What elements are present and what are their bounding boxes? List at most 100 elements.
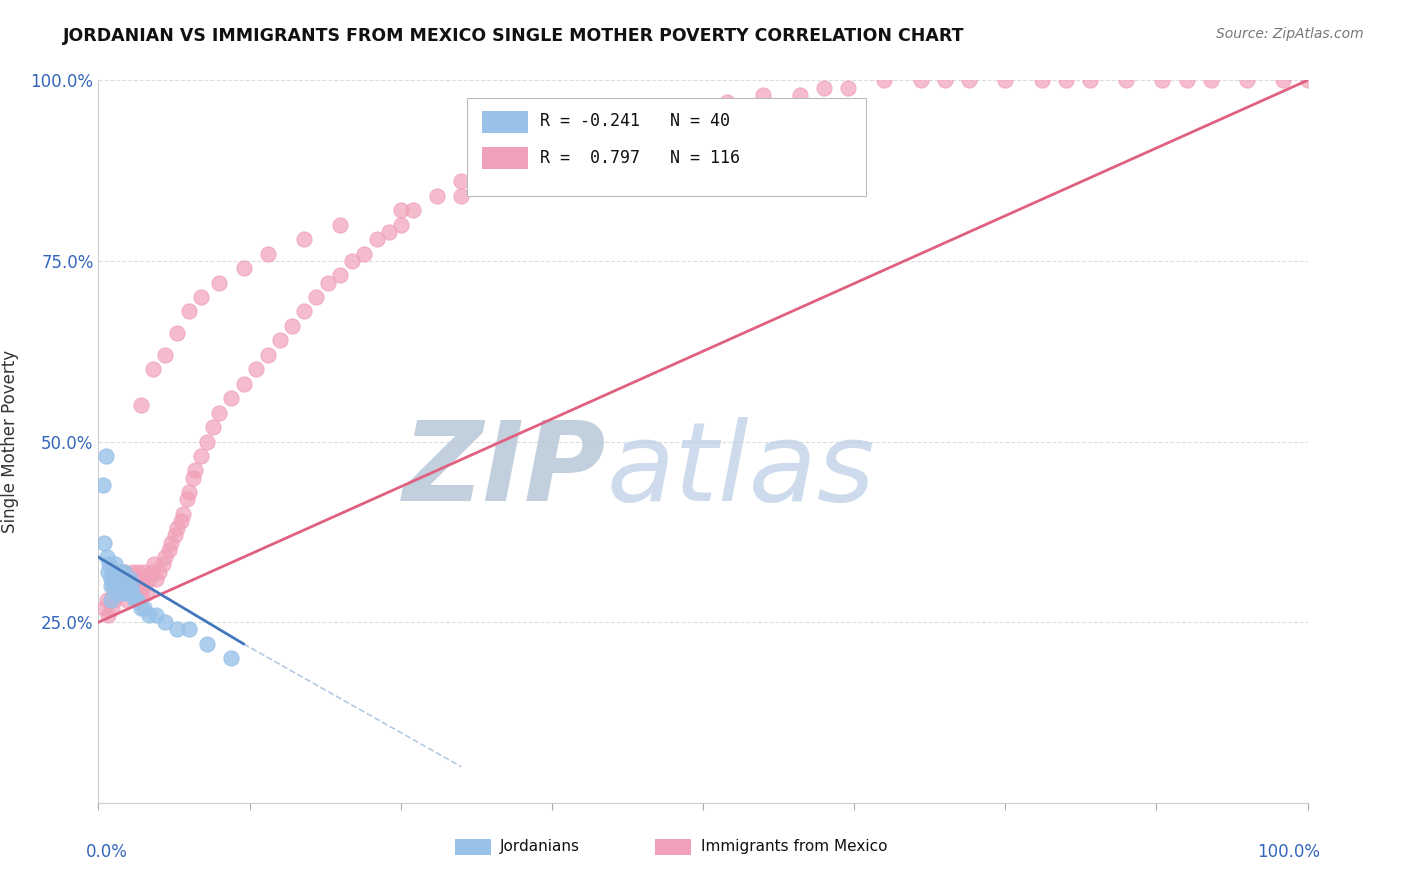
Point — [292, 232, 315, 246]
Point — [232, 376, 254, 391]
Point — [281, 318, 304, 333]
Point — [124, 586, 146, 600]
Point — [195, 434, 218, 449]
Point — [145, 572, 167, 586]
Point — [1078, 73, 1101, 87]
Point — [402, 203, 425, 218]
Point — [112, 565, 135, 579]
Point — [256, 246, 278, 260]
Point — [269, 334, 291, 348]
Point — [450, 189, 472, 203]
Point — [100, 593, 122, 607]
Point — [668, 110, 690, 124]
Point — [118, 572, 141, 586]
Point — [166, 623, 188, 637]
FancyBboxPatch shape — [467, 98, 866, 196]
Point — [366, 232, 388, 246]
Point — [692, 102, 714, 116]
Point — [107, 572, 129, 586]
Point — [125, 572, 148, 586]
Point — [208, 406, 231, 420]
Point — [1199, 73, 1222, 87]
Point — [179, 304, 201, 318]
Point — [142, 362, 165, 376]
Point — [96, 593, 118, 607]
Point — [101, 579, 124, 593]
Point — [141, 565, 163, 579]
Point — [100, 593, 122, 607]
Point — [523, 145, 546, 160]
Point — [117, 593, 139, 607]
Point — [474, 160, 496, 174]
Point — [131, 572, 153, 586]
Point — [245, 362, 267, 376]
Point — [114, 572, 136, 586]
Point — [166, 326, 188, 340]
Point — [873, 73, 896, 87]
Point — [595, 138, 617, 153]
Point — [97, 565, 120, 579]
Point — [127, 579, 149, 593]
Text: atlas: atlas — [606, 417, 875, 524]
Point — [190, 290, 212, 304]
Point — [179, 623, 201, 637]
Point — [181, 470, 204, 484]
Point — [163, 528, 186, 542]
Point — [134, 600, 156, 615]
Point — [153, 615, 176, 630]
Point — [104, 579, 127, 593]
Point — [138, 572, 160, 586]
Text: R =  0.797   N = 116: R = 0.797 N = 116 — [540, 149, 740, 167]
FancyBboxPatch shape — [482, 112, 527, 133]
Text: Source: ZipAtlas.com: Source: ZipAtlas.com — [1216, 27, 1364, 41]
Point — [138, 607, 160, 622]
FancyBboxPatch shape — [655, 838, 690, 855]
Point — [510, 167, 533, 181]
Point — [837, 80, 859, 95]
Point — [91, 478, 114, 492]
Point — [100, 565, 122, 579]
Point — [176, 492, 198, 507]
Text: 100.0%: 100.0% — [1257, 843, 1320, 861]
Point — [184, 463, 207, 477]
Point — [172, 507, 194, 521]
Point — [789, 87, 811, 102]
Point — [329, 218, 352, 232]
Point — [100, 600, 122, 615]
Point — [1175, 73, 1198, 87]
Point — [112, 579, 135, 593]
Point — [127, 593, 149, 607]
Point — [957, 73, 980, 87]
Text: ZIP: ZIP — [402, 417, 606, 524]
Point — [143, 558, 166, 572]
Point — [103, 593, 125, 607]
Point — [110, 565, 132, 579]
Point — [122, 565, 145, 579]
Point — [292, 304, 315, 318]
Point — [813, 80, 835, 95]
Point — [115, 572, 138, 586]
Point — [100, 572, 122, 586]
Point — [118, 579, 141, 593]
Point — [134, 565, 156, 579]
Point — [1272, 73, 1295, 87]
Point — [115, 579, 138, 593]
Point — [111, 579, 134, 593]
Text: Jordanians: Jordanians — [501, 839, 579, 855]
Point — [111, 586, 134, 600]
Point — [105, 579, 128, 593]
FancyBboxPatch shape — [456, 838, 492, 855]
Point — [129, 398, 152, 412]
Point — [1152, 73, 1174, 87]
Point — [202, 420, 225, 434]
Point — [129, 600, 152, 615]
Point — [353, 246, 375, 260]
Point — [208, 276, 231, 290]
Point — [121, 579, 143, 593]
Text: 0.0%: 0.0% — [86, 843, 128, 861]
Point — [547, 138, 569, 153]
Point — [148, 565, 170, 579]
Point — [93, 600, 115, 615]
Point — [157, 542, 180, 557]
Point — [120, 579, 142, 593]
